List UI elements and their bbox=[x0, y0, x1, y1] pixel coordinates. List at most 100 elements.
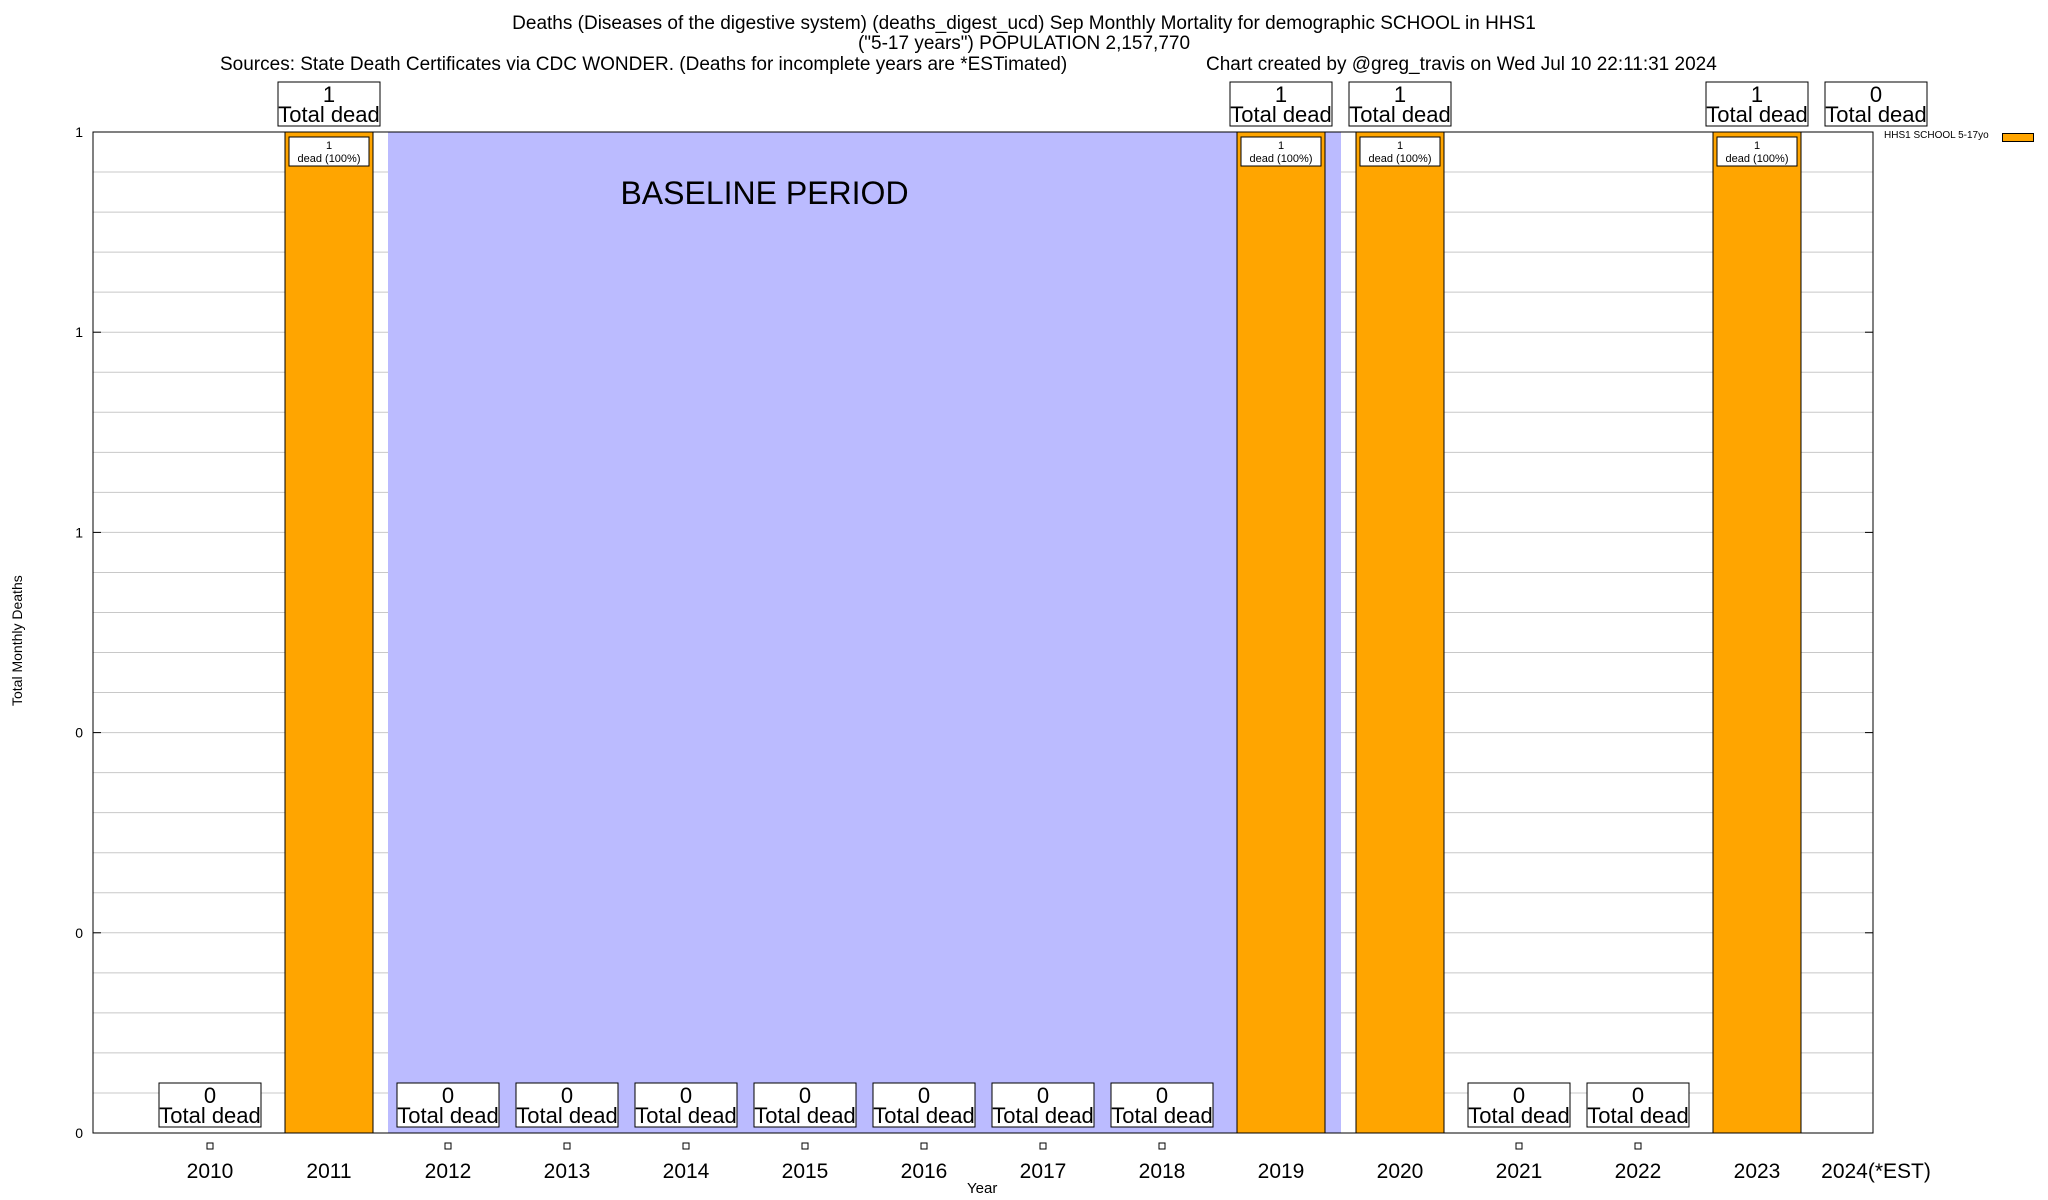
total-label-text: Total dead bbox=[1825, 102, 1927, 127]
x-tick-label: 2010 bbox=[187, 1160, 234, 1183]
total-label-text: Total dead bbox=[278, 102, 380, 127]
total-label-count: 0 bbox=[1870, 82, 1882, 107]
bar bbox=[1355, 131, 1445, 1134]
total-label-box bbox=[1110, 1082, 1214, 1128]
total-label-box bbox=[1824, 81, 1928, 127]
total-label-box bbox=[991, 1082, 1095, 1128]
zero-marker bbox=[206, 1142, 214, 1150]
total-label-box bbox=[1348, 81, 1452, 127]
x-tick-label: 2018 bbox=[1139, 1160, 1186, 1183]
total-label-text: Total dead bbox=[635, 1103, 737, 1128]
bar-data-label-count: 1 bbox=[1397, 140, 1403, 152]
total-label-box bbox=[277, 81, 381, 127]
total-label-text: Total dead bbox=[159, 1103, 261, 1128]
total-label-box bbox=[753, 1082, 857, 1128]
total-label-count: 1 bbox=[323, 82, 335, 107]
total-label-text: Total dead bbox=[397, 1103, 499, 1128]
total-label-text: Total dead bbox=[1349, 102, 1451, 127]
total-label-box bbox=[158, 1082, 262, 1128]
x-tick-label: 2016 bbox=[901, 1160, 948, 1183]
bar bbox=[1236, 131, 1326, 1134]
zero-marker bbox=[1158, 1142, 1166, 1150]
bar-data-label-box bbox=[1716, 136, 1798, 167]
bar-data-label-pct: dead (100%) bbox=[1726, 153, 1789, 165]
x-tick-label: 2022 bbox=[1615, 1160, 1662, 1183]
x-tick-label: 2014 bbox=[663, 1160, 710, 1183]
baseline-band bbox=[388, 132, 1341, 1133]
baseline-label: BASELINE PERIOD bbox=[620, 175, 908, 211]
y-tick-label: 0 bbox=[75, 725, 83, 741]
chart-title-line1: Deaths (Diseases of the digestive system… bbox=[512, 13, 1536, 34]
x-tick-label: 2017 bbox=[1020, 1160, 1067, 1183]
bar-data-label-pct: dead (100%) bbox=[298, 153, 361, 165]
bar-data-label-pct: dead (100%) bbox=[1250, 153, 1313, 165]
zero-marker bbox=[801, 1142, 809, 1150]
x-tick-label: 2019 bbox=[1258, 1160, 1305, 1183]
zero-marker bbox=[1634, 1142, 1642, 1150]
x-axis-label: Year bbox=[967, 1180, 998, 1197]
zero-marker bbox=[563, 1142, 571, 1150]
total-label-text: Total dead bbox=[992, 1103, 1094, 1128]
total-label-count: 0 bbox=[1037, 1083, 1049, 1108]
y-tick-label: 0 bbox=[75, 925, 83, 941]
bar-data-label-count: 1 bbox=[326, 140, 332, 152]
zero-marker bbox=[444, 1142, 452, 1150]
total-label-count: 0 bbox=[442, 1083, 454, 1108]
total-label-count: 0 bbox=[680, 1083, 692, 1108]
total-label-text: Total dead bbox=[1230, 102, 1332, 127]
y-tick-label: 0 bbox=[75, 1125, 83, 1141]
bar-data-label-count: 1 bbox=[1278, 140, 1284, 152]
total-label-text: Total dead bbox=[754, 1103, 856, 1128]
total-label-box bbox=[634, 1082, 738, 1128]
x-tick-label: 2024(*EST) bbox=[1821, 1160, 1931, 1183]
total-label-count: 0 bbox=[1513, 1083, 1525, 1108]
y-tick-label: 1 bbox=[75, 324, 83, 340]
legend-label: HHS1 SCHOOL 5-17yo bbox=[1884, 130, 1989, 141]
zero-marker bbox=[1039, 1142, 1047, 1150]
total-label-count: 0 bbox=[918, 1083, 930, 1108]
total-label-box bbox=[515, 1082, 619, 1128]
total-label-count: 0 bbox=[799, 1083, 811, 1108]
y-tick-label: 1 bbox=[75, 524, 83, 540]
total-label-box bbox=[872, 1082, 976, 1128]
x-tick-label: 2021 bbox=[1496, 1160, 1543, 1183]
total-label-box bbox=[1229, 81, 1333, 127]
total-label-count: 1 bbox=[1394, 82, 1406, 107]
total-label-text: Total dead bbox=[1468, 1103, 1570, 1128]
total-label-count: 0 bbox=[1632, 1083, 1644, 1108]
bar-data-label-pct: dead (100%) bbox=[1369, 153, 1432, 165]
x-tick-label: 2013 bbox=[544, 1160, 591, 1183]
x-tick-label: 2011 bbox=[306, 1160, 351, 1183]
total-label-count: 1 bbox=[1275, 82, 1287, 107]
total-label-count: 0 bbox=[561, 1083, 573, 1108]
zero-marker bbox=[920, 1142, 928, 1150]
total-label-text: Total dead bbox=[516, 1103, 618, 1128]
bar-data-label-box bbox=[1359, 136, 1441, 167]
legend-swatch bbox=[2002, 133, 2034, 142]
bar-data-label-box bbox=[288, 136, 370, 167]
x-tick-label: 2023 bbox=[1734, 1160, 1781, 1183]
total-label-count: 1 bbox=[1751, 82, 1763, 107]
bar bbox=[284, 131, 374, 1134]
total-label-count: 0 bbox=[1156, 1083, 1168, 1108]
bar-data-label-box bbox=[1240, 136, 1322, 167]
x-tick-label: 2020 bbox=[1377, 1160, 1424, 1183]
total-label-text: Total dead bbox=[1587, 1103, 1689, 1128]
x-tick-label: 2012 bbox=[425, 1160, 472, 1183]
y-tick-label: 1 bbox=[75, 124, 83, 140]
bar-data-label-count: 1 bbox=[1754, 140, 1760, 152]
total-label-count: 0 bbox=[204, 1083, 216, 1108]
total-label-text: Total dead bbox=[1111, 1103, 1213, 1128]
total-label-text: Total dead bbox=[873, 1103, 975, 1128]
zero-marker bbox=[682, 1142, 690, 1150]
total-label-text: Total dead bbox=[1706, 102, 1808, 127]
credit-note: Chart created by @greg_travis on Wed Jul… bbox=[1206, 54, 1717, 75]
chart-title-line2: ("5-17 years") POPULATION 2,157,770 bbox=[857, 33, 1191, 54]
zero-marker bbox=[1515, 1142, 1523, 1150]
total-label-box bbox=[1467, 1082, 1571, 1128]
bar bbox=[1712, 131, 1802, 1134]
total-label-box bbox=[1705, 81, 1809, 127]
y-axis-label: Total Monthly Deaths bbox=[9, 575, 25, 706]
total-label-box bbox=[396, 1082, 500, 1128]
